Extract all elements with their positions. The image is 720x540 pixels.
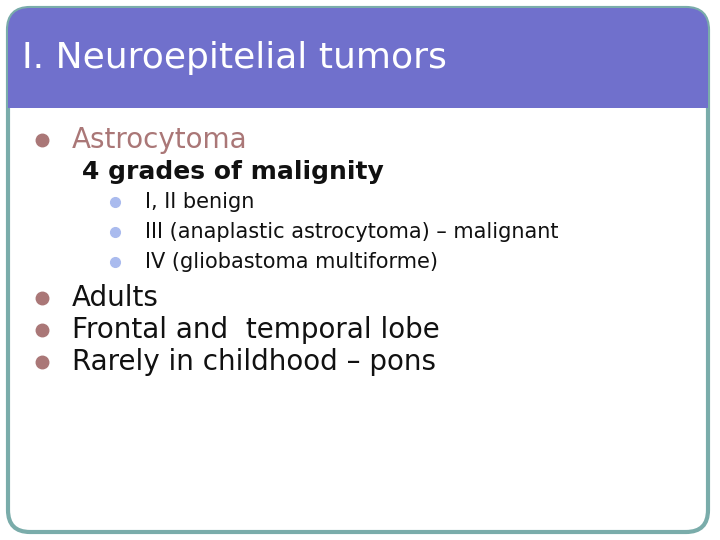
Text: Frontal and  temporal lobe: Frontal and temporal lobe bbox=[72, 316, 440, 344]
FancyBboxPatch shape bbox=[8, 8, 708, 108]
Text: I. Neuroepitelial tumors: I. Neuroepitelial tumors bbox=[22, 41, 447, 75]
Text: I, II benign: I, II benign bbox=[145, 192, 254, 212]
Text: 4 grades of malignity: 4 grades of malignity bbox=[82, 160, 384, 184]
Text: III (anaplastic astrocytoma) – malignant: III (anaplastic astrocytoma) – malignant bbox=[145, 222, 559, 242]
Text: Adults: Adults bbox=[72, 284, 159, 312]
Text: Astrocytoma: Astrocytoma bbox=[72, 126, 248, 154]
FancyBboxPatch shape bbox=[8, 8, 708, 532]
Text: Rarely in childhood – pons: Rarely in childhood – pons bbox=[72, 348, 436, 376]
Bar bbox=[8, 78, 708, 108]
Text: IV (gliobastoma multiforme): IV (gliobastoma multiforme) bbox=[145, 252, 438, 272]
